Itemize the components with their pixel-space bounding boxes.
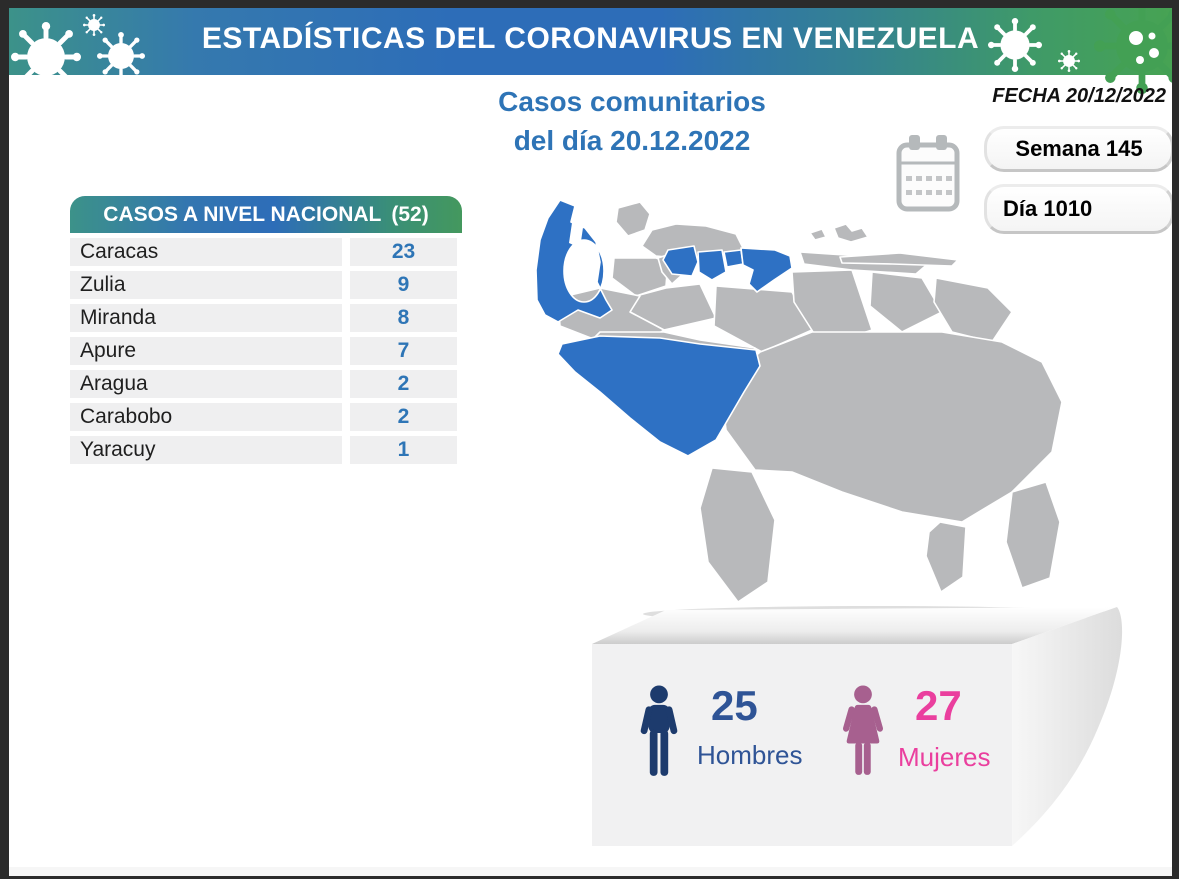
men-label: Hombres [697, 740, 803, 770]
slide: ESTADÍSTICAS DEL CORONAVIRUS EN VENEZUEL… [9, 8, 1172, 876]
page-title: ESTADÍSTICAS DEL CORONAVIRUS EN VENEZUEL… [201, 22, 980, 55]
map-state-highlight-miranda [740, 247, 793, 293]
state-value: 8 [350, 304, 457, 332]
women-label: Mujeres [898, 742, 991, 772]
state-name: Caracas [70, 238, 342, 266]
map-state [925, 521, 967, 593]
state-name: Apure [70, 337, 342, 365]
state-value: 9 [350, 271, 457, 299]
map-state [699, 467, 776, 602]
calendar-icon [896, 135, 960, 212]
virus-icon [1094, 8, 1172, 94]
map-state-highlight-aragua [697, 249, 727, 281]
state-value: 23 [350, 238, 457, 266]
subtitle-line1: Casos comunitarios [498, 86, 766, 117]
man-icon [640, 685, 678, 776]
cases-table-title: CASOS A NIVEL NACIONAL [103, 202, 382, 226]
map-state [1005, 481, 1061, 589]
state-name: Zulia [70, 271, 342, 299]
day-badge-label: Día 1010 [1003, 196, 1093, 221]
state-name: Yaracuy [70, 436, 342, 464]
cases-table: CASOS A NIVEL NACIONAL (52) Caracas 23 Z… [70, 196, 462, 464]
bottom-strip [9, 867, 1172, 876]
date-label: FECHA 20/12/2022 [992, 85, 1166, 107]
venezuela-map [535, 199, 1063, 602]
cases-table-total: (52) [391, 202, 429, 226]
map-state [611, 257, 669, 297]
table-row: Apure 7 [70, 337, 462, 365]
week-badge-label: Semana 145 [1015, 136, 1143, 161]
gender-panel [592, 606, 1123, 846]
map-state [869, 271, 943, 333]
map-island [839, 252, 959, 267]
men-count: 25 [711, 682, 758, 729]
header-banner: ESTADÍSTICAS DEL CORONAVIRUS EN VENEZUEL… [9, 8, 1172, 75]
state-value: 7 [350, 337, 457, 365]
map-state-highlight-apure [557, 335, 761, 457]
table-row: Yaracuy 1 [70, 436, 462, 464]
table-row: Zulia 9 [70, 271, 462, 299]
panel-curl [1012, 607, 1123, 846]
table-row: Miranda 8 [70, 304, 462, 332]
subtitle-line2: del día 20.12.2022 [513, 125, 751, 156]
map-state-highlight-caracas [723, 249, 744, 268]
table-row: Carabobo 2 [70, 403, 462, 431]
woman-icon [842, 685, 884, 775]
women-count: 27 [915, 682, 962, 729]
panel-fold [592, 607, 1117, 644]
map-lake-channel [569, 216, 584, 248]
state-value: 2 [350, 370, 457, 398]
state-value: 2 [350, 403, 457, 431]
state-name: Miranda [70, 304, 342, 332]
cases-table-header: CASOS A NIVEL NACIONAL (52) [70, 196, 462, 233]
state-value: 1 [350, 436, 457, 464]
map-state [615, 201, 651, 237]
map-island [809, 228, 827, 241]
subtitle: Casos comunitarios del día 20.12.2022 [422, 82, 842, 160]
map-state-highlight-carabobo [662, 245, 699, 277]
table-row: Aragua 2 [70, 370, 462, 398]
map-state [721, 331, 1063, 523]
week-badge: Semana 145 [984, 126, 1172, 172]
state-name: Aragua [70, 370, 342, 398]
map-island [833, 223, 869, 243]
day-badge: Día 1010 [984, 184, 1172, 234]
state-name: Carabobo [70, 403, 342, 431]
table-row: Caracas 23 [70, 238, 462, 266]
